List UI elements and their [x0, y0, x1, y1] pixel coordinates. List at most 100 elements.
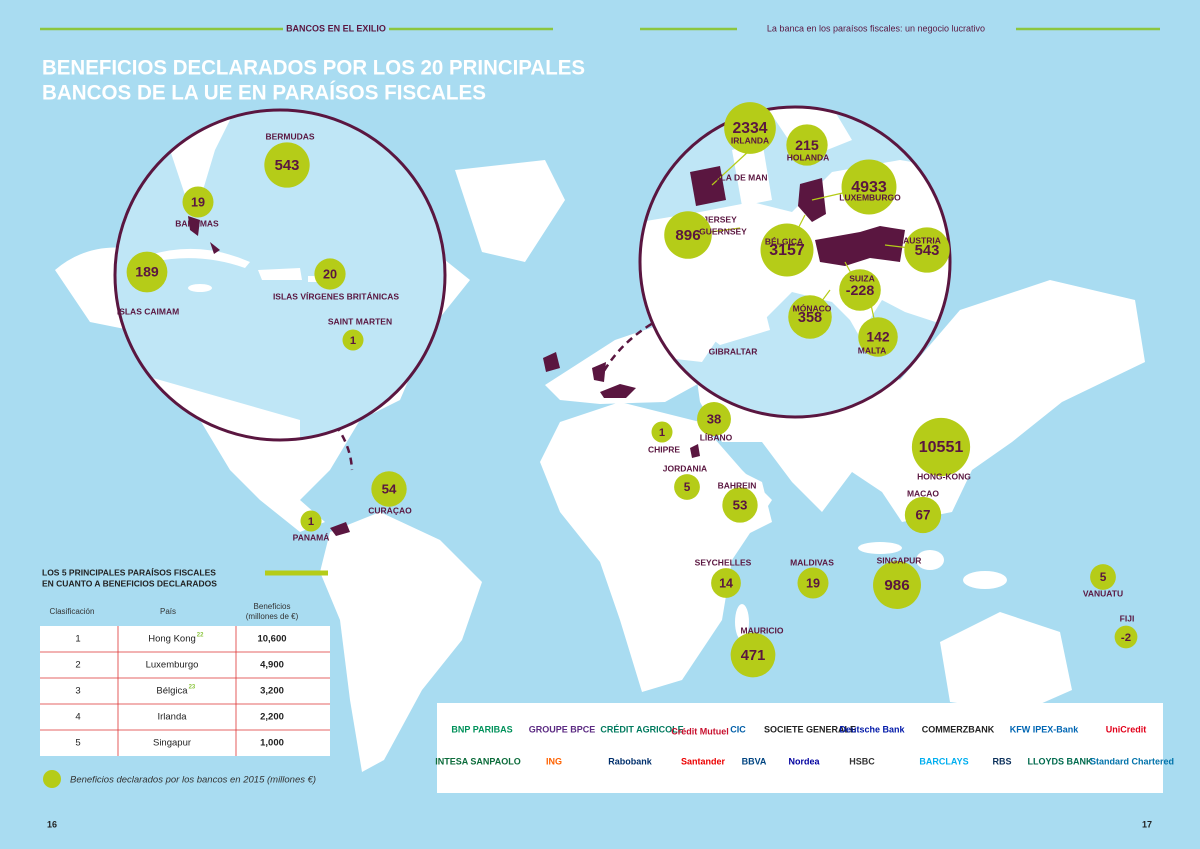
- bubble-value: 3157: [769, 242, 805, 259]
- bank-logo: INTESA SANPAOLO: [435, 756, 521, 766]
- benefit: 10,600: [257, 634, 286, 645]
- column-header: Beneficios: [254, 602, 291, 611]
- bubble: [1114, 625, 1138, 649]
- country: Singapur: [153, 738, 191, 749]
- bubble: [786, 124, 828, 166]
- bubble-value: 19: [806, 576, 820, 590]
- connector: [309, 399, 354, 471]
- country: Irlanda: [157, 712, 187, 723]
- bubble: [264, 142, 310, 188]
- place-label: JORDANIA: [663, 463, 707, 473]
- bubble-value: 2334: [732, 120, 767, 137]
- place-label: SUIZA: [849, 273, 875, 283]
- place-label: AUSTRIA: [903, 235, 941, 245]
- bubble: [342, 329, 364, 351]
- bubble: [674, 474, 700, 500]
- bank-logo: UniCredit: [1106, 724, 1147, 734]
- bubble: [182, 186, 214, 218]
- place-label: BÉLGICA: [765, 236, 803, 246]
- title: BANCOS DE LA UE EN PARAÍSOS FISCALES: [42, 82, 486, 105]
- rank: 2: [75, 660, 80, 671]
- bubble-value: -228: [846, 283, 875, 299]
- bubble-value: 20: [323, 267, 337, 281]
- rank: 3: [75, 686, 80, 697]
- benefit: 3,200: [260, 686, 284, 697]
- bubble: [126, 251, 168, 293]
- place-label: MALDIVAS: [790, 557, 834, 567]
- bubble: [697, 402, 731, 436]
- bubble-value: 19: [191, 195, 205, 209]
- place-label: HOLANDA: [787, 152, 830, 162]
- bank-logo: Nordea: [788, 756, 820, 766]
- place-label: LÍBANO: [700, 432, 733, 442]
- bubble-value: 215: [795, 138, 819, 154]
- bubble: [760, 223, 814, 277]
- header-left: BANCOS EN EL EXILIO: [286, 23, 386, 33]
- bank-logo: CRÉDIT AGRICOLE: [600, 724, 683, 734]
- bank-logo: GROUPE BPCE: [529, 724, 596, 734]
- bubble: [371, 471, 407, 507]
- bubble-value: 1: [308, 516, 314, 528]
- bubble-value: 896: [675, 227, 700, 244]
- bubble: [651, 421, 673, 443]
- bubble: [722, 487, 758, 523]
- place-label: LUXEMBURGO: [839, 192, 901, 202]
- highlighted-countries: [330, 352, 700, 536]
- bubble-value: -2: [1121, 632, 1131, 644]
- bubble: [841, 159, 897, 215]
- place-label: MACAO: [907, 488, 939, 498]
- place-label: IRLANDA: [731, 135, 769, 145]
- bubble-value: 543: [275, 158, 300, 174]
- bank-logo: Crédit Mutuel: [671, 726, 729, 736]
- place-label: BAHAMAS: [175, 218, 219, 228]
- place-label: SAINT MARTEN: [328, 316, 392, 326]
- bank-logo: Rabobank: [608, 756, 653, 766]
- place-label: ISLAS VÍRGENES BRITÁNICAS: [273, 291, 399, 301]
- place-label: VANUATU: [1083, 588, 1123, 598]
- table-body: [40, 626, 330, 756]
- bubble: [911, 417, 971, 477]
- place-label: MALTA: [858, 345, 886, 355]
- country: Hong Kong: [148, 634, 196, 645]
- bank-logo: SOCIETE GENERALE: [764, 724, 856, 734]
- bubble: [730, 632, 776, 678]
- bubble-value: 1: [350, 335, 356, 347]
- title: BENEFICIOS DECLARADOS POR LOS 20 PRINCIP…: [42, 57, 585, 80]
- place-label: SINGAPUR: [877, 555, 922, 565]
- bubble: [797, 567, 829, 599]
- bank-logo: BBVA: [742, 756, 767, 766]
- bubble-value: 54: [382, 482, 397, 497]
- rank: 5: [75, 738, 80, 749]
- bubble: [711, 568, 741, 598]
- bank-logo: RBS: [992, 756, 1011, 766]
- country: Luxemburgo: [146, 660, 199, 671]
- bubble: [839, 269, 881, 311]
- benefit: 1,000: [260, 738, 284, 749]
- bubble: [1090, 564, 1116, 590]
- place-label: PANAMÁ: [293, 532, 330, 542]
- place-label: MAURICIO: [741, 625, 784, 635]
- column-header: País: [160, 607, 176, 616]
- bubble: [300, 510, 322, 532]
- footnote-ref: 23: [189, 685, 196, 691]
- bubble-value: 38: [707, 411, 722, 426]
- place-label: MÓNACO: [793, 302, 832, 313]
- bubble-value: 986: [884, 577, 909, 594]
- place-label: GIBRALTAR: [709, 346, 758, 356]
- bubble: [724, 102, 776, 154]
- place-label: HONG-KONG: [917, 471, 971, 481]
- bank-logo: KFW IPEX-Bank: [1010, 724, 1080, 734]
- bubble: [904, 227, 950, 273]
- bubble-value: 543: [915, 243, 940, 259]
- rank: 1: [75, 634, 80, 645]
- bank-logo: ING: [546, 756, 562, 766]
- bubble: [664, 211, 712, 259]
- column-header: Clasificación: [50, 607, 95, 616]
- benefit: 2,200: [260, 712, 284, 723]
- bubble-value: 5: [1100, 570, 1107, 584]
- page-number: 16: [47, 819, 57, 829]
- bubble: [788, 295, 832, 339]
- place-label: GUERNSEY: [699, 226, 747, 236]
- bubble-value: 5: [684, 480, 691, 494]
